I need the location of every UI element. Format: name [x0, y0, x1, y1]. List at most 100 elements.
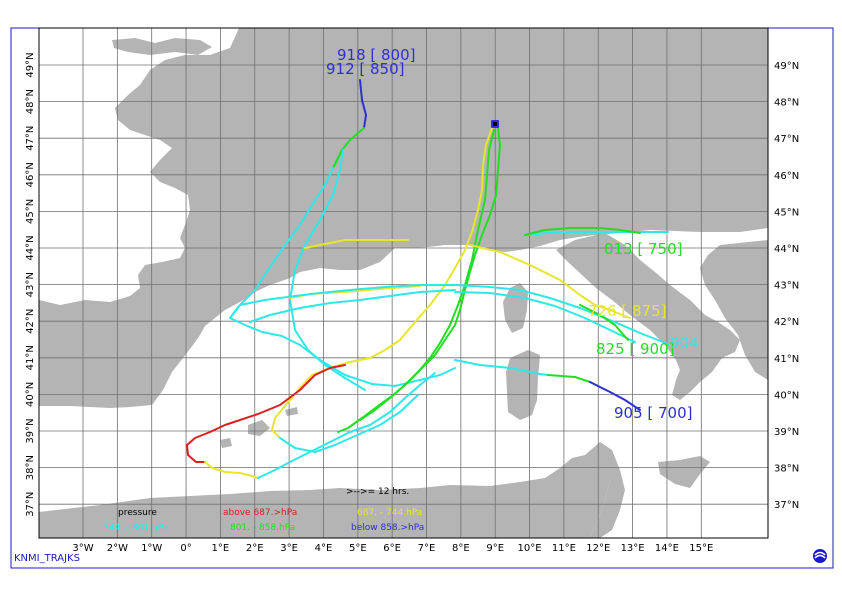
longitude-tick-label: 13°E [621, 543, 645, 554]
lat-lon-grid [39, 28, 768, 538]
latitude-tick-label: 49°N [774, 61, 799, 72]
land-north-africa [39, 455, 610, 538]
traj-label-904: 904 [670, 334, 699, 352]
longitude-tick-label: 4°E [315, 543, 333, 554]
latitude-tick-label-left: 44°N [25, 235, 36, 260]
legend-green-range: 801. - 858.hPa [230, 523, 295, 533]
latitude-tick-label: 46°N [774, 171, 799, 182]
longitude-tick-label: 2°W [107, 543, 128, 554]
legend-pressure-title: pressure [118, 508, 157, 518]
trajectory-cyan-east-2 [454, 284, 669, 345]
legend-above: above 687.>hPa [223, 508, 297, 518]
trajectory-yellow-4 [271, 357, 371, 439]
latitude-tick-label-left: 41°N [25, 345, 36, 370]
traj-label-825: 825 [ 900] [596, 340, 675, 358]
longitude-tick-label: 2°E [246, 543, 264, 554]
latitude-tick-label-left: 47°N [25, 126, 36, 151]
trajectory-cyan-sw-2 [279, 394, 419, 453]
latitude-tick-label: 40°N [774, 390, 799, 401]
traj-label-905: 905 [ 700] [614, 404, 693, 422]
longitude-tick-label: 1°E [212, 543, 230, 554]
longitude-tick-label: 5°E [349, 543, 367, 554]
trajectory-north-cyan-2 [289, 149, 366, 391]
land-balkans [700, 240, 768, 380]
map-border [38, 27, 769, 539]
longitude-tick-label: 1°W [141, 543, 162, 554]
latitude-tick-label-left: 40°N [25, 382, 36, 407]
trajectory-yellow-1 [369, 127, 493, 359]
land-tunisia [585, 442, 625, 538]
land-sicily [658, 456, 710, 488]
land-britain [112, 38, 212, 55]
latitude-tick-label-left: 37°N [25, 492, 36, 517]
latitude-tick-label: 41°N [774, 354, 799, 365]
trajectory-yellow-sw [204, 461, 259, 479]
traj-label-912: 912 [ 850] [326, 60, 405, 78]
trajectory-east-green-2 [337, 129, 495, 433]
trajectory-green-e [579, 304, 629, 341]
longitude-tick-label: 3°E [280, 543, 298, 554]
latitude-tick-label: 45°N [774, 207, 799, 218]
legend-step: >-->= 12 hrs. [346, 487, 409, 497]
trajectory-cyan-east-3 [454, 291, 636, 343]
trajectory-red [186, 364, 346, 463]
longitude-tick-label: 7°E [418, 543, 436, 554]
longitude-tick-label: 10°E [518, 543, 542, 554]
latitude-tick-label-left: 48°N [25, 89, 36, 114]
longitude-tick-label: 9°E [486, 543, 504, 554]
latitude-tick-label-left: 38°N [25, 455, 36, 480]
latitude-tick-label: 37°N [774, 500, 799, 511]
latitude-tick-label-left: 42°N [25, 309, 36, 334]
trajectory-yellow-2 [304, 239, 409, 249]
latitude-tick-label: 39°N [774, 427, 799, 438]
trajectory-labels: 918 [ 800] 912 [ 850] 013 [ 750] 726 [ 8… [326, 46, 699, 422]
latitude-tick-label: 38°N [774, 464, 799, 475]
legend-cyan-range: 744. - 801.hPa [103, 523, 168, 533]
trajectory-cyan-east-4 [524, 231, 669, 236]
start-point-marker [491, 120, 499, 128]
map-plot-area: 918 [ 800] 912 [ 850] 013 [ 750] 726 [ 8… [38, 27, 769, 539]
longitude-tick-label: 3°W [72, 543, 93, 554]
land-masses [39, 28, 768, 538]
traj-label-726: 726 [ 875] [588, 302, 667, 320]
longitude-tick-label: 14°E [655, 543, 679, 554]
trajectory-yellow-5 [469, 244, 631, 319]
land-ibiza [220, 438, 232, 448]
trajectory-cyan-west [229, 284, 456, 319]
land-menorca [285, 407, 298, 416]
latitude-tick-label: 47°N [774, 134, 799, 145]
latitude-tick-label-left: 43°N [25, 272, 36, 297]
knmi-logo [813, 549, 827, 563]
trajectory-green-se [547, 374, 591, 383]
latitude-labels-left: 49°N 48°N 47°N 46°N 45°N 44°N 43°N 42°N 41°N 40°N… [25, 52, 36, 516]
trajectory-blue-se [589, 381, 641, 411]
longitude-tick-label: 12°E [586, 543, 610, 554]
legend-below: below 858.>hPa [351, 523, 424, 533]
latitude-tick-label-left: 49°N [25, 52, 36, 77]
latitude-tick-label-left: 45°N [25, 199, 36, 224]
trajectory-north-cyan [229, 167, 456, 387]
trajectory-north-green [332, 127, 365, 169]
latitude-tick-label-left: 46°N [25, 162, 36, 187]
trajectory-green-e2 [524, 227, 641, 236]
land-sardinia [506, 350, 540, 420]
trajectory-north-blue [359, 79, 367, 129]
trajectory-paths [186, 79, 669, 479]
longitude-labels: 3°W 2°W 1°W 0° 1°E 2°E 3°E 4°E 5°E 6°E 7°E 8°E 9°E 10… [72, 543, 713, 554]
footer-label: KNMI_TRAJKS [14, 553, 80, 564]
land-italy [556, 233, 740, 400]
trajectory-cyan-sw [257, 372, 436, 479]
longitude-tick-label: 0° [180, 543, 191, 554]
trajectory-cyan-east [454, 359, 549, 376]
latitude-tick-label: 43°N [774, 281, 799, 292]
legend-yellow-range: 687. - 744.hPa [357, 508, 422, 518]
latitude-tick-label: 48°N [774, 98, 799, 109]
longitude-tick-label: 8°E [452, 543, 470, 554]
longitude-tick-label: 11°E [552, 543, 576, 554]
land-mallorca [248, 420, 270, 436]
latitude-tick-label: 42°N [774, 317, 799, 328]
pressure-legend: >-->= 12 hrs. pressure above 687.>hPa 68… [103, 487, 424, 533]
longitude-tick-label: 15°E [689, 543, 713, 554]
traj-label-918: 918 [ 800] [337, 46, 416, 64]
